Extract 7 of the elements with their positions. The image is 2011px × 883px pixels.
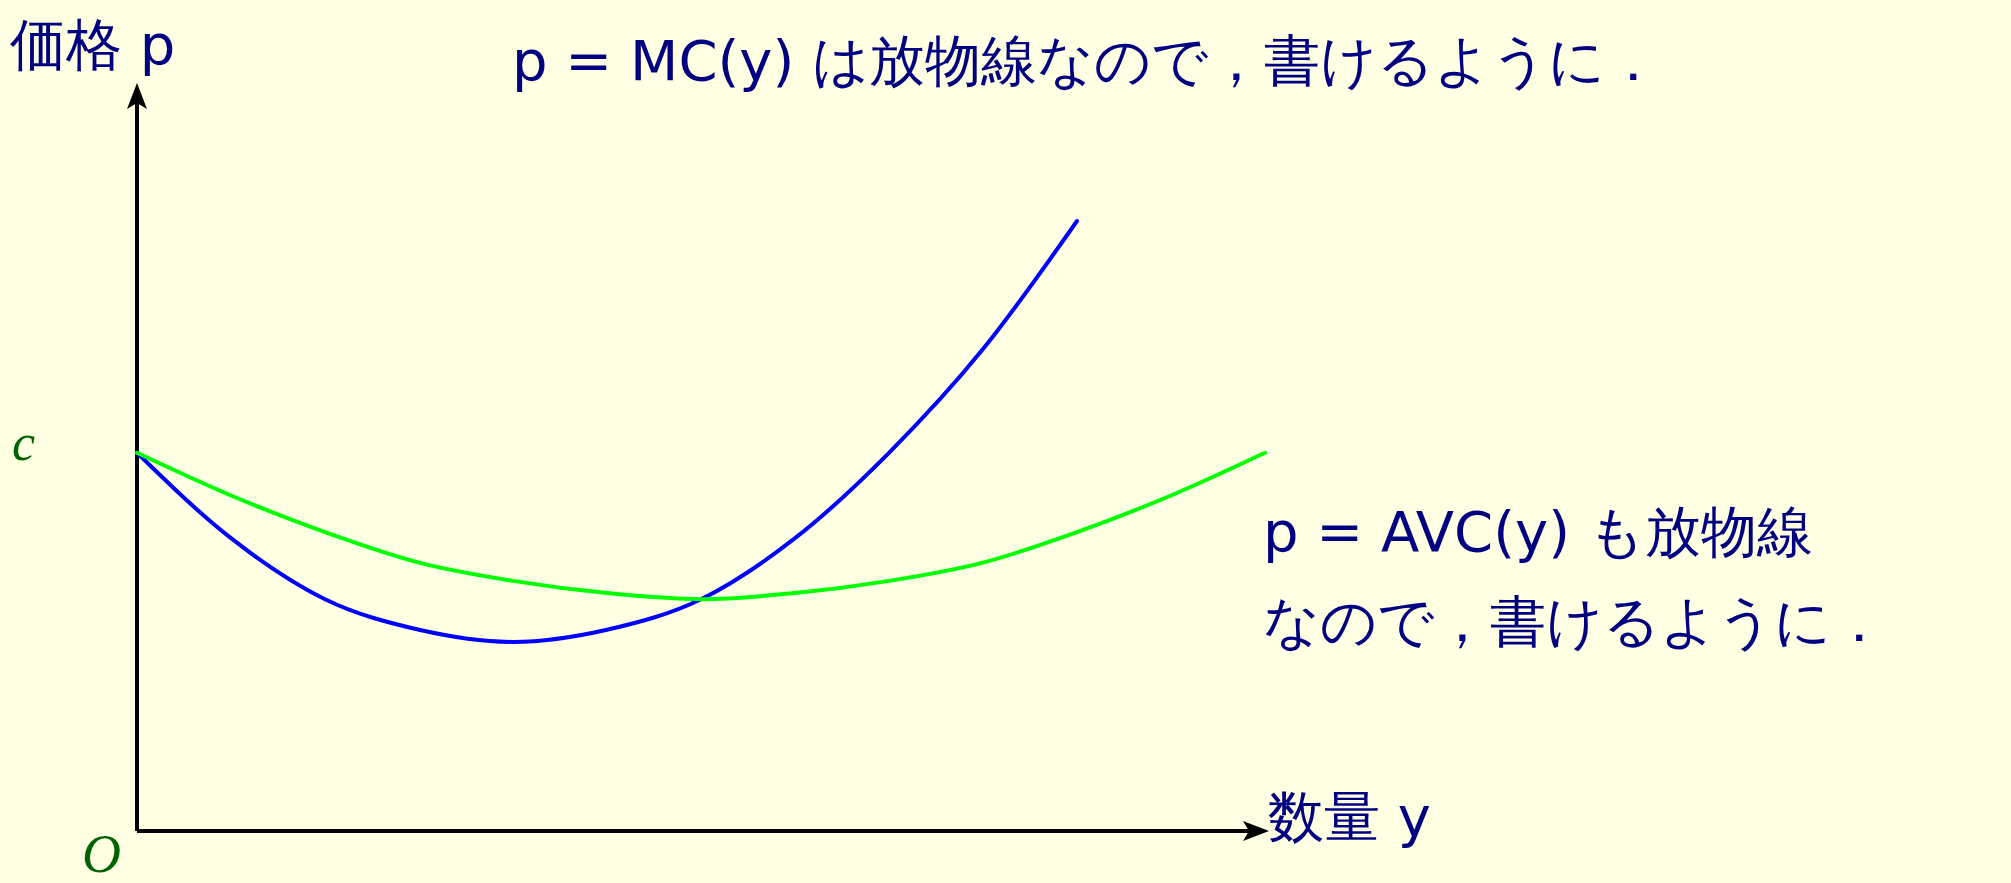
y-axis-title: 価格 p (10, 12, 176, 77)
text: p = MC(y) は放物線なので，書けるように． (512, 28, 1662, 93)
text: c (12, 414, 36, 471)
x-axis-title: 数量 y (1268, 784, 1431, 849)
annotation: なので，書けるように． (1263, 589, 1887, 654)
annotation: p = AVC(y) も放物線 (1263, 499, 1813, 564)
text: O (82, 824, 121, 883)
